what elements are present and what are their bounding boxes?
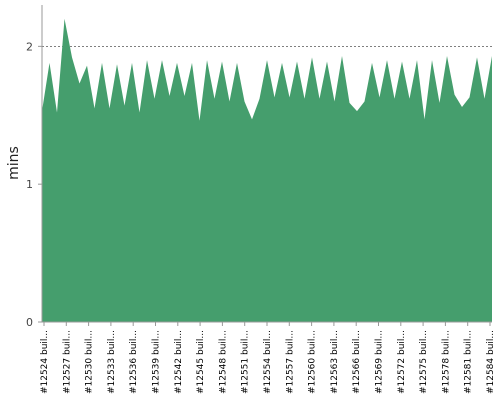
y-tick-label: 2 bbox=[26, 40, 33, 53]
y-tick-label: 1 bbox=[26, 178, 33, 191]
x-tick-label: #12551 buil... bbox=[241, 330, 251, 394]
x-tick-label: #12530 buil... bbox=[85, 330, 95, 394]
x-tick-label: #12548 buil... bbox=[218, 330, 228, 394]
x-tick-label: #12578 buil... bbox=[441, 330, 451, 394]
x-tick-label: #12524 buil... bbox=[40, 330, 50, 394]
x-tick-label: #12527 buil... bbox=[62, 330, 72, 394]
x-tick-label: #12545 buil... bbox=[196, 330, 206, 394]
x-tick-labels: #12524 buil... #12527 buil... #12530 buil.… bbox=[40, 322, 496, 394]
x-tick-label: #12563 buil... bbox=[330, 330, 340, 394]
x-tick-label: #12557 buil... bbox=[285, 330, 295, 394]
x-tick-label: #12560 buil... bbox=[308, 330, 318, 394]
build-duration-area bbox=[42, 18, 492, 323]
x-tick-label: #12566 buil... bbox=[352, 330, 362, 394]
x-tick-label: #12533 buil... bbox=[107, 330, 117, 394]
x-tick-label: #12584 buil... bbox=[486, 330, 496, 394]
y-tick-label: 0 bbox=[26, 316, 33, 329]
x-tick-label: #12581 buil... bbox=[464, 330, 474, 394]
x-tick-label: #12572 buil... bbox=[397, 330, 407, 394]
x-tick-label: #12542 buil... bbox=[174, 330, 184, 394]
x-tick-label: #12554 buil... bbox=[263, 330, 273, 394]
x-tick-label: #12536 buil... bbox=[129, 330, 139, 394]
x-tick-label: #12575 buil... bbox=[419, 330, 429, 394]
y-tick-labels: 0 1 2 bbox=[26, 40, 42, 329]
x-tick-label: #12539 buil... bbox=[152, 330, 162, 394]
y-axis-title: mins bbox=[6, 146, 22, 180]
x-tick-label: #12569 buil... bbox=[375, 330, 385, 394]
